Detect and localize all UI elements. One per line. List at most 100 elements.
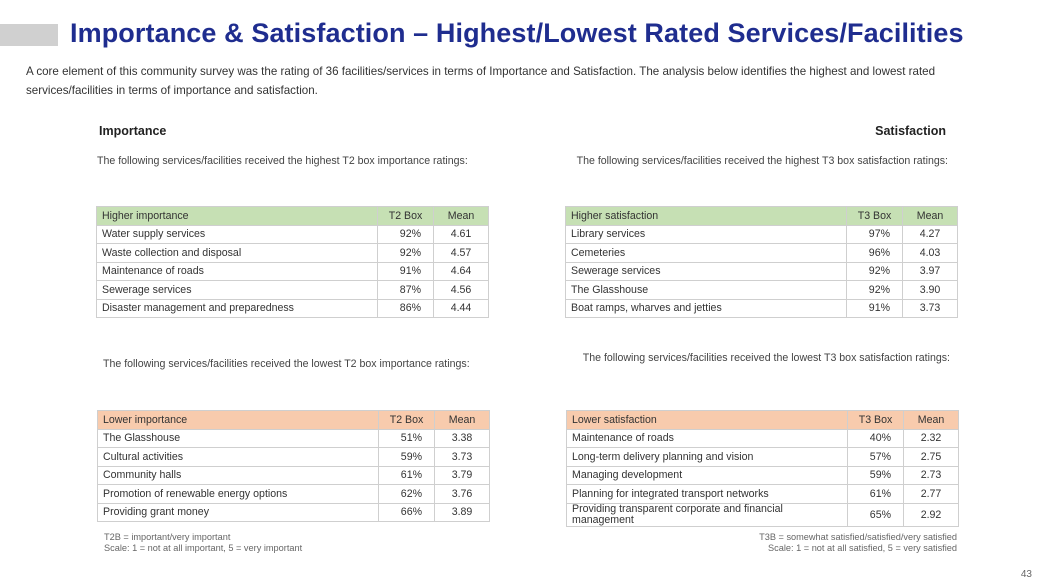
column-header: Higher importance xyxy=(96,206,378,226)
footnote-scale: Scale: 1 = not at all satisfied, 5 = ver… xyxy=(768,543,957,553)
footnote-scale: Scale: 1 = not at all important, 5 = ver… xyxy=(104,543,303,553)
t3-box-value: 92% xyxy=(846,280,903,300)
importance-heading: Importance xyxy=(99,124,167,138)
t2-box-value: 61% xyxy=(378,465,435,485)
higher-importance-table: Higher importance T2 Box Mean Water supp… xyxy=(96,206,489,318)
t2-box-value: 66% xyxy=(378,502,435,522)
satisfaction-heading: Satisfaction xyxy=(875,124,946,138)
page-number: 43 xyxy=(1020,569,1032,580)
column-header: T2 Box xyxy=(377,206,434,226)
table-row: Water supply services 92% 4.61 xyxy=(96,224,489,244)
mean-value: 4.56 xyxy=(433,280,489,300)
table-row: Library services 97% 4.27 xyxy=(565,224,958,244)
satisfaction-footnote: T3B = somewhat satisfied/satisfied/very … xyxy=(759,532,957,554)
higher-satisfaction-table: Higher satisfaction T3 Box Mean Library … xyxy=(565,206,958,318)
table-row: Maintenance of roads 91% 4.64 xyxy=(96,261,489,281)
t3-box-value: 57% xyxy=(847,447,904,467)
service-name: Sewerage services xyxy=(96,280,378,300)
t2-box-value: 86% xyxy=(377,298,434,318)
table-row: Community halls 61% 3.79 xyxy=(97,465,490,485)
lower-importance-table: Lower importance T2 Box Mean The Glassho… xyxy=(97,410,490,522)
mean-value: 3.73 xyxy=(434,447,490,467)
mean-value: 3.73 xyxy=(902,298,958,318)
service-name: Waste collection and disposal xyxy=(96,243,378,263)
page-title: Importance & Satisfaction – Highest/Lowe… xyxy=(70,18,964,48)
table-row: Waste collection and disposal 92% 4.57 xyxy=(96,243,489,263)
column-header: Lower satisfaction xyxy=(566,410,848,430)
service-name: Maintenance of roads xyxy=(96,261,378,281)
table-row: The Glasshouse 92% 3.90 xyxy=(565,280,958,300)
table-row: Boat ramps, wharves and jetties 91% 3.73 xyxy=(565,298,958,318)
table-row: Long-term delivery planning and vision 57… xyxy=(566,447,959,467)
t3-box-value: 61% xyxy=(847,484,904,504)
intro-paragraph: A core element of this community survey … xyxy=(26,65,936,97)
column-header: Mean xyxy=(903,410,959,430)
mean-value: 4.44 xyxy=(433,298,489,318)
table-header-row: Lower satisfaction T3 Box Mean xyxy=(566,410,959,430)
importance-high-description: The following services/facilities receiv… xyxy=(97,155,468,167)
t3-box-value: 96% xyxy=(846,243,903,263)
footnote-definition: T2B = important/very important xyxy=(104,532,231,542)
mean-value: 4.64 xyxy=(433,261,489,281)
table-row: Providing grant money 66% 3.89 xyxy=(97,502,490,522)
table-row: Managing development 59% 2.73 xyxy=(566,465,959,485)
table-row: Sewerage services 87% 4.56 xyxy=(96,280,489,300)
column-header: T3 Box xyxy=(846,206,903,226)
column-header: Higher satisfaction xyxy=(565,206,847,226)
t2-box-value: 51% xyxy=(378,428,435,448)
table-row: Planning for integrated transport networ… xyxy=(566,484,959,504)
satisfaction-high-description: The following services/facilities receiv… xyxy=(576,155,948,167)
service-name: Managing development xyxy=(566,465,848,485)
t2-box-value: 59% xyxy=(378,447,435,467)
table-row: Maintenance of roads 40% 2.32 xyxy=(566,428,959,448)
importance-footnote: T2B = important/very important Scale: 1 … xyxy=(104,532,302,554)
service-name: Long-term delivery planning and vision xyxy=(566,447,848,467)
service-name: Planning for integrated transport networ… xyxy=(566,484,848,504)
mean-value: 3.38 xyxy=(434,428,490,448)
table-row: Cultural activities 59% 3.73 xyxy=(97,447,490,467)
service-name: Water supply services xyxy=(96,224,378,244)
table-row: Cemeteries 96% 4.03 xyxy=(565,243,958,263)
satisfaction-low-description: The following services/facilities receiv… xyxy=(582,352,950,364)
service-name: Promotion of renewable energy options xyxy=(97,484,379,504)
t2-box-value: 62% xyxy=(378,484,435,504)
column-header: T3 Box xyxy=(847,410,904,430)
mean-value: 3.76 xyxy=(434,484,490,504)
service-name: Cultural activities xyxy=(97,447,379,467)
service-name: Library services xyxy=(565,224,847,244)
t3-box-value: 97% xyxy=(846,224,903,244)
service-name: Boat ramps, wharves and jetties xyxy=(565,298,847,318)
table-row: Promotion of renewable energy options 62%… xyxy=(97,484,490,504)
mean-value: 3.90 xyxy=(902,280,958,300)
table-header-row: Higher satisfaction T3 Box Mean xyxy=(565,206,958,226)
mean-value: 2.73 xyxy=(903,465,959,485)
column-header: Mean xyxy=(434,410,490,430)
column-header: Mean xyxy=(902,206,958,226)
service-name: Community halls xyxy=(97,465,379,485)
t2-box-value: 87% xyxy=(377,280,434,300)
mean-value: 4.27 xyxy=(902,224,958,244)
table-header-row: Higher importance T2 Box Mean xyxy=(96,206,489,226)
service-name: Disaster management and preparedness xyxy=(96,298,378,318)
t3-box-value: 92% xyxy=(846,261,903,281)
service-name: Maintenance of roads xyxy=(566,428,848,448)
t2-box-value: 92% xyxy=(377,243,434,263)
mean-value: 2.32 xyxy=(903,428,959,448)
mean-value: 4.03 xyxy=(902,243,958,263)
service-name: The Glasshouse xyxy=(97,428,379,448)
service-name: The Glasshouse xyxy=(565,280,847,300)
service-name: Providing transparent corporate and fina… xyxy=(566,502,848,527)
column-header: Lower importance xyxy=(97,410,379,430)
mean-value: 3.79 xyxy=(434,465,490,485)
table-row: Sewerage services 92% 3.97 xyxy=(565,261,958,281)
mean-value: 3.89 xyxy=(434,502,490,522)
column-header: T2 Box xyxy=(378,410,435,430)
t2-box-value: 91% xyxy=(377,261,434,281)
t2-box-value: 92% xyxy=(377,224,434,244)
mean-value: 2.77 xyxy=(903,484,959,504)
service-name: Sewerage services xyxy=(565,261,847,281)
footnote-definition: T3B = somewhat satisfied/satisfied/very … xyxy=(759,532,957,542)
t3-box-value: 91% xyxy=(846,298,903,318)
importance-low-description: The following services/facilities receiv… xyxy=(103,358,470,370)
lower-satisfaction-table: Lower satisfaction T3 Box Mean Maintenan… xyxy=(566,410,959,527)
